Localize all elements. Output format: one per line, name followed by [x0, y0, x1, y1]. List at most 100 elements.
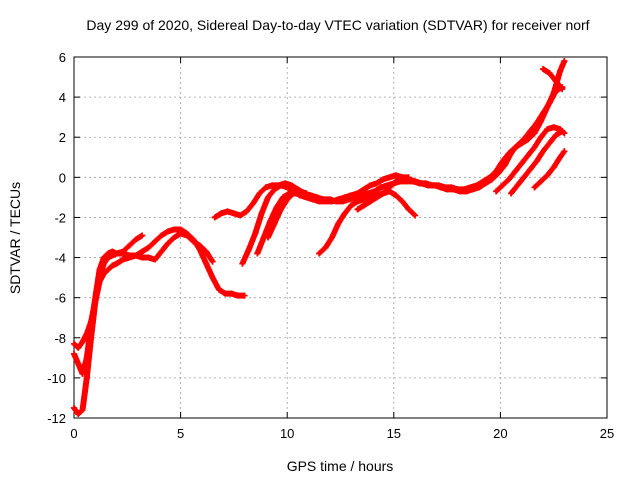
- data-point: [557, 154, 564, 161]
- data-point: [145, 254, 152, 261]
- data-point: [222, 290, 229, 297]
- series-arc-3: [71, 232, 146, 351]
- data-point: [444, 186, 451, 193]
- data-point: [405, 206, 412, 213]
- data-point: [316, 250, 323, 257]
- data-point: [322, 198, 329, 205]
- data-point: [158, 248, 165, 255]
- data-point: [399, 198, 406, 205]
- data-point: [546, 70, 553, 77]
- data-point: [218, 210, 225, 217]
- data-point: [230, 210, 237, 217]
- data-point: [75, 344, 82, 351]
- data-point: [476, 184, 483, 191]
- data-point: [96, 274, 103, 281]
- data-point: [203, 260, 210, 267]
- x-tick-label: 20: [493, 426, 507, 441]
- data-point: [328, 198, 335, 205]
- data-point: [550, 164, 557, 171]
- data-point: [209, 258, 216, 265]
- data-point: [367, 198, 374, 205]
- y-tick-label: -10: [47, 371, 66, 386]
- data-point: [373, 180, 380, 187]
- data-point: [540, 110, 547, 117]
- data-point: [546, 100, 553, 107]
- data-point: [537, 178, 544, 185]
- data-point: [469, 186, 476, 193]
- data-point: [152, 256, 159, 263]
- data-point: [75, 360, 82, 367]
- data-point: [354, 190, 361, 197]
- y-tick-label: 2: [59, 130, 66, 145]
- data-point: [512, 168, 519, 175]
- data-point: [559, 128, 566, 135]
- y-tick-label: -2: [54, 210, 66, 225]
- series-arc-11: [508, 128, 566, 197]
- data-point: [164, 228, 171, 235]
- data-point: [514, 142, 521, 149]
- data-point: [241, 292, 248, 299]
- data-point: [525, 152, 532, 159]
- data-point: [71, 404, 77, 411]
- data-point: [514, 182, 521, 189]
- data-point: [79, 406, 86, 413]
- data-point: [105, 266, 112, 273]
- data-point: [269, 182, 276, 189]
- y-tick-label: 6: [59, 50, 66, 65]
- data-point: [501, 162, 508, 169]
- data-point: [561, 148, 568, 155]
- data-markers: [531, 148, 568, 191]
- data-point: [71, 350, 77, 357]
- data-point: [559, 86, 566, 93]
- data-point: [527, 166, 534, 173]
- axis-ticks: 0 5 10 15 20 25 -12 -10 -8 -6 -4 -2 0 2 4 6: [47, 50, 614, 441]
- data-series: [71, 58, 568, 417]
- data-point: [482, 180, 489, 187]
- x-tick-label: 15: [387, 426, 401, 441]
- data-point: [196, 242, 203, 249]
- data-point: [412, 178, 419, 185]
- data-point: [250, 200, 257, 207]
- data-point: [328, 234, 335, 241]
- data-point: [456, 188, 463, 195]
- data-point: [145, 244, 152, 251]
- data-point: [228, 290, 235, 297]
- data-point: [373, 194, 380, 201]
- data-point: [412, 212, 419, 219]
- data-point: [557, 68, 564, 75]
- y-tick-label: -4: [54, 251, 66, 266]
- data-point: [533, 158, 540, 165]
- data-point: [531, 184, 538, 191]
- data-point: [348, 202, 355, 209]
- data-point: [109, 252, 116, 259]
- data-point: [284, 184, 291, 191]
- data-point: [203, 248, 210, 255]
- data-point: [239, 260, 246, 267]
- data-point: [354, 206, 361, 213]
- data-point: [265, 234, 272, 241]
- data-point: [537, 134, 544, 141]
- data-point: [88, 318, 95, 325]
- data-point: [540, 66, 547, 73]
- y-tick-label: -8: [54, 331, 66, 346]
- data-point: [132, 236, 139, 243]
- data-point: [505, 176, 512, 183]
- data-point: [520, 136, 527, 143]
- data-point: [360, 186, 367, 193]
- data-point: [405, 174, 412, 181]
- data-point: [527, 128, 534, 135]
- data-point: [252, 230, 259, 237]
- data-point: [177, 230, 184, 237]
- data-point: [493, 188, 500, 195]
- y-tick-label: 0: [59, 170, 66, 185]
- data-point: [418, 180, 425, 187]
- data-point: [171, 234, 178, 241]
- y-tick-label: -12: [47, 411, 66, 426]
- data-point: [360, 202, 367, 209]
- data-point: [552, 78, 559, 85]
- data-point: [424, 182, 431, 189]
- data-point: [245, 246, 252, 253]
- x-tick-label: 25: [600, 426, 614, 441]
- data-point: [552, 88, 559, 95]
